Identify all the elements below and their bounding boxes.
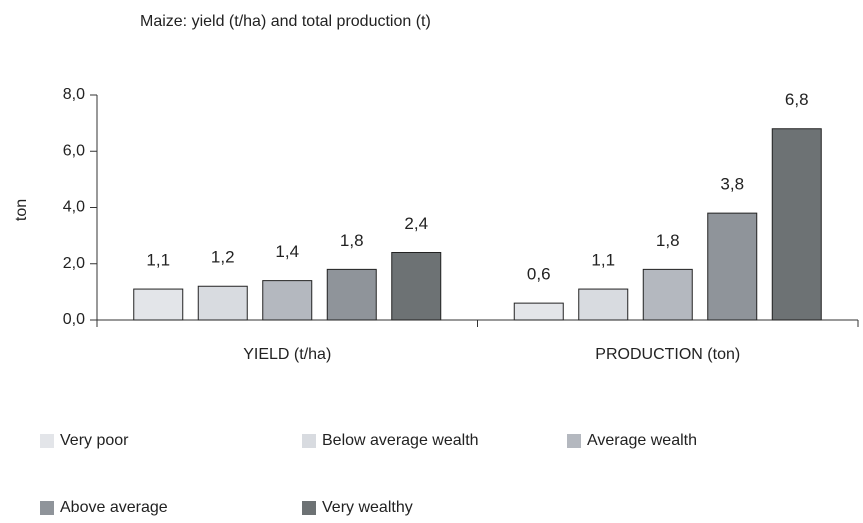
y-tick-label: 2,0 [63,255,85,272]
legend-label: Very poor [60,432,129,449]
bar [642,268,693,321]
x-tick-label: YIELD (t/ha) [243,346,331,363]
legend-swatch [302,434,316,448]
bar [262,280,313,321]
bar [133,288,184,321]
value-label: 1,8 [340,231,364,250]
bar [197,285,248,321]
value-label: 1,2 [211,248,235,267]
value-label: 1,4 [275,242,299,261]
legend-swatch [40,501,54,515]
x-tick-label: PRODUCTION (ton) [595,346,740,363]
y-tick-label: 6,0 [63,142,85,159]
bar [771,128,822,321]
value-label: 2,4 [404,214,428,233]
bar [391,252,442,321]
y-tick-label: 4,0 [63,199,85,216]
value-label: 1,8 [656,231,680,250]
legend-label: Very wealthy [322,499,413,516]
value-label: 1,1 [591,251,615,270]
chart-title: Maize: yield (t/ha) and total production… [140,13,431,30]
value-label: 6,8 [785,90,809,109]
bar [513,302,564,321]
y-tick-label: 8,0 [63,86,85,103]
y-tick-label: 0,0 [63,311,85,328]
legend-label: Below average wealth [322,432,479,449]
legend-label: Above average [60,499,168,516]
legend-label: Average wealth [587,432,697,449]
legend-swatch [302,501,316,515]
legend-swatch [40,434,54,448]
bar [578,288,629,321]
value-label: 1,1 [146,251,170,270]
bar [326,268,377,321]
y-axis-label: ton [13,199,30,221]
legend-swatch [567,434,581,448]
bar [707,212,758,321]
value-label: 0,6 [527,265,551,284]
value-label: 3,8 [720,175,744,194]
